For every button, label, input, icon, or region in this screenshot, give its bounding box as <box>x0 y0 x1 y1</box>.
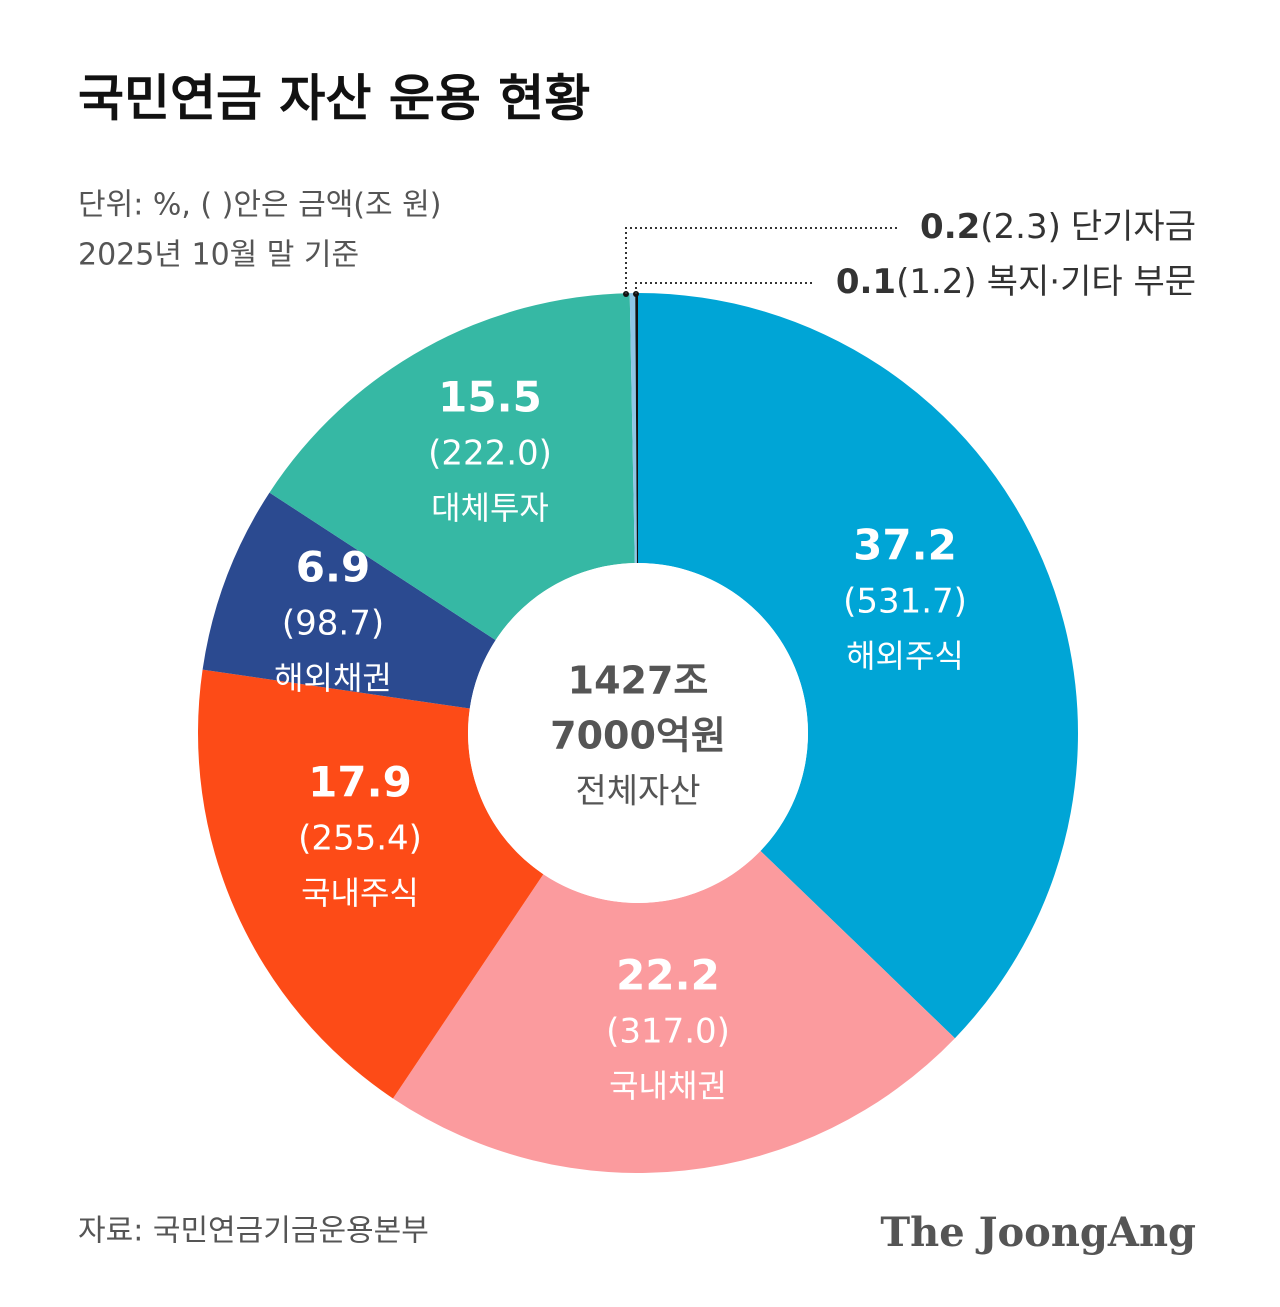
center-label: 전체자산 <box>575 772 700 812</box>
donut-slice <box>269 293 635 641</box>
callout-name: 단기자금 <box>1071 207 1196 247</box>
slice-amount: (531.7) <box>843 582 967 622</box>
slice-name: 해외채권 <box>274 659 392 697</box>
donut-hole <box>468 563 808 903</box>
callout-label: 0.1(1.2) 복지·기타 부문 <box>836 262 1196 302</box>
donut-slice <box>392 850 955 1173</box>
slice-name: 국내채권 <box>609 1067 727 1105</box>
subtitle: 단위: %, ( )안은 금액(조 원) <box>78 188 441 223</box>
callout-value: 0.2 <box>920 207 980 247</box>
slice-value: 17.9 <box>308 758 412 807</box>
slice-name: 대체투자 <box>431 489 549 527</box>
donut-slice <box>197 669 544 1099</box>
slice-amount: (98.7) <box>282 604 384 644</box>
logo: The JoongAng <box>880 1209 1196 1256</box>
slice-value: 6.9 <box>296 543 370 592</box>
subtitle: 2025년 10월 말 기준 <box>78 238 359 273</box>
callout-name: 복지·기타 부문 <box>987 262 1196 302</box>
donut-slice <box>635 293 638 564</box>
chart-title: 국민연금 자산 운용 현황 <box>78 70 590 128</box>
slice-name: 국내주식 <box>301 874 419 912</box>
callout-amount: (2.3) <box>980 207 1061 247</box>
callout-amount: (1.2) <box>896 262 977 302</box>
slice-value: 37.2 <box>853 521 957 570</box>
slice-amount: (255.4) <box>298 819 422 859</box>
callout-line <box>635 282 815 294</box>
callout-line <box>625 227 900 294</box>
donut-slice <box>629 293 637 564</box>
slice-name: 해외주식 <box>846 637 964 675</box>
center-label: 7000억원 <box>550 714 726 758</box>
slice-value: 22.2 <box>616 951 720 1000</box>
slice-amount: (317.0) <box>606 1012 730 1052</box>
donut-slice <box>202 492 496 709</box>
callout-label: 0.2(2.3) 단기자금 <box>920 207 1196 247</box>
source: 자료: 국민연금기금운용본부 <box>78 1214 429 1249</box>
center-label: 1427조 <box>568 659 709 703</box>
slice-amount: (222.0) <box>428 434 552 474</box>
slice-value: 15.5 <box>438 373 542 422</box>
callout-value: 0.1 <box>836 262 896 302</box>
donut-slice <box>638 293 1078 1039</box>
